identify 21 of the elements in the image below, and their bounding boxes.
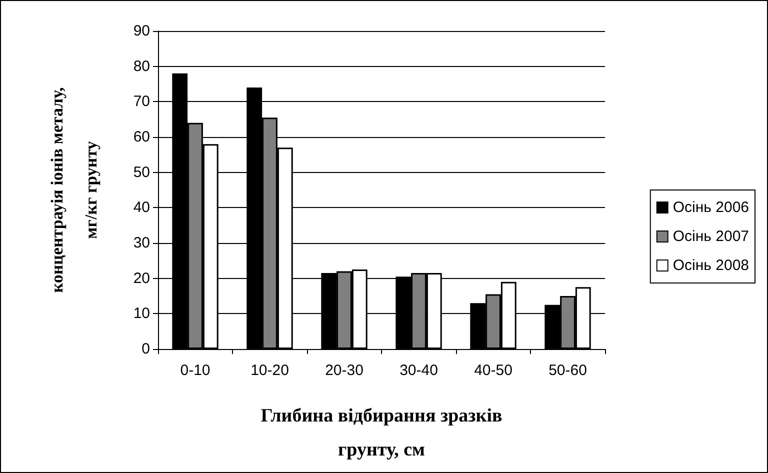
x-tick-label: 20-30 xyxy=(325,362,364,379)
y-tick-label: 80 xyxy=(133,58,150,75)
y-tick-label: 30 xyxy=(133,234,150,252)
y-axis-title: концентрауія іонів металу, мг/кг грунту xyxy=(48,87,100,293)
y-tick-label: 0 xyxy=(142,340,150,358)
y-tick-label: 50 xyxy=(133,164,150,181)
y-tick-label: 40 xyxy=(133,199,150,216)
x-tick-label: 30-40 xyxy=(400,362,438,379)
x-tick-label: 0-10 xyxy=(180,362,210,379)
y-tick-label: 20 xyxy=(133,270,150,287)
legend-label: Осінь 2007 xyxy=(672,228,750,245)
x-tick-label: 10-20 xyxy=(250,362,289,379)
x-tick-label: 50-60 xyxy=(548,362,587,379)
legend-label: Осінь 2006 xyxy=(672,199,750,216)
y-tick-label: 60 xyxy=(133,128,150,146)
legend-label: Осінь 2008 xyxy=(672,257,750,274)
y-tick-label: 10 xyxy=(133,305,150,322)
x-tick-label: 40-50 xyxy=(474,362,512,379)
y-tick-label: 70 xyxy=(133,93,150,110)
y-tick-label: 90 xyxy=(133,22,150,40)
x-axis-title: Глибина відбирання зразків грунту, см xyxy=(260,406,502,460)
